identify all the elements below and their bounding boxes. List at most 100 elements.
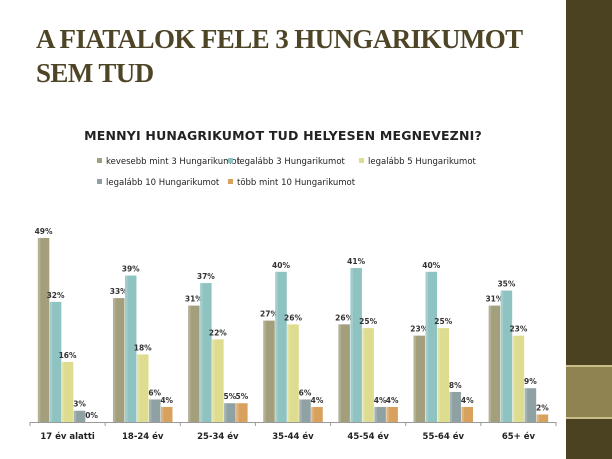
bar bbox=[374, 406, 386, 422]
category-label: 17 év alatti bbox=[40, 431, 95, 442]
bar-highlight bbox=[299, 399, 302, 422]
category-label: 55-64 év bbox=[423, 431, 465, 442]
data-label: 31% bbox=[185, 295, 203, 304]
bar-highlight bbox=[148, 399, 152, 422]
bar-highlight bbox=[362, 328, 365, 422]
category-label: 45-54 év bbox=[347, 431, 389, 442]
data-label: 25% bbox=[359, 317, 377, 326]
data-label: 5% bbox=[223, 392, 236, 401]
bar bbox=[148, 399, 161, 422]
bar bbox=[512, 335, 525, 422]
bar-highlight bbox=[136, 354, 140, 422]
data-label: 49% bbox=[35, 227, 53, 236]
data-label: 3% bbox=[73, 400, 86, 409]
data-label: 4% bbox=[461, 396, 474, 405]
bar-highlight bbox=[287, 324, 290, 422]
legend-label: kevesebb mint 3 Hungarikumot bbox=[106, 157, 240, 167]
data-label: 22% bbox=[209, 328, 227, 337]
data-label: 40% bbox=[422, 261, 440, 270]
chart-title: MENNYI HUNAGRIKUMOT TUD HELYESEN MEGNEVE… bbox=[84, 128, 482, 143]
bar-highlight bbox=[512, 335, 516, 422]
bar bbox=[386, 406, 398, 422]
data-label: 18% bbox=[134, 343, 152, 352]
bar-highlight bbox=[160, 406, 164, 422]
bar bbox=[73, 410, 86, 422]
category-label: 65+ év bbox=[502, 431, 536, 442]
legend-item-legalabb-10: legalább 10 Hungarikumot bbox=[97, 178, 219, 188]
legend-label: legalább 5 Hungarikumot bbox=[368, 157, 476, 167]
bar bbox=[413, 335, 426, 422]
data-label: 41% bbox=[347, 257, 365, 266]
data-label: 31% bbox=[485, 295, 503, 304]
bar-highlight bbox=[212, 339, 215, 422]
data-label: 26% bbox=[284, 313, 302, 322]
bar-highlight bbox=[350, 268, 353, 422]
data-label: 39% bbox=[122, 265, 140, 274]
data-label: 32% bbox=[47, 291, 65, 300]
bar bbox=[224, 403, 236, 422]
bar bbox=[188, 305, 200, 422]
legend-item-tobb-mint-10: több mint 10 Hungarikumot bbox=[228, 178, 355, 188]
data-label: 40% bbox=[272, 261, 290, 270]
bar-highlight bbox=[236, 403, 239, 422]
data-label: 4% bbox=[386, 396, 399, 405]
category-label: 35-44 év bbox=[272, 431, 314, 442]
data-label: 4% bbox=[311, 396, 324, 405]
data-label: 33% bbox=[110, 287, 128, 296]
bar bbox=[112, 298, 125, 422]
data-label: 2% bbox=[536, 403, 549, 412]
category-label: 18-24 év bbox=[122, 431, 164, 442]
bar-highlight bbox=[500, 290, 504, 422]
bar-chart: 49%32%16%3%0%17 év alatti33%39%18%6%4%18… bbox=[29, 227, 557, 442]
bar bbox=[275, 271, 287, 422]
bar bbox=[488, 305, 501, 422]
side-decoration-accent bbox=[566, 367, 612, 417]
bar-highlight bbox=[386, 406, 389, 422]
bar-highlight bbox=[311, 406, 314, 422]
bar-highlight bbox=[112, 298, 116, 422]
data-label: 6% bbox=[299, 388, 312, 397]
legend-label: legalább 10 Hungarikumot bbox=[106, 178, 220, 188]
legend-swatch bbox=[97, 158, 102, 163]
bar bbox=[287, 324, 299, 422]
data-label: 0% bbox=[85, 411, 98, 420]
bar-highlight bbox=[437, 328, 441, 422]
bar bbox=[338, 324, 350, 422]
bar-highlight bbox=[188, 305, 191, 422]
bar-highlight bbox=[124, 275, 128, 422]
side-decoration-rule-top bbox=[566, 365, 612, 367]
legend-swatch bbox=[359, 158, 364, 163]
data-label: 5% bbox=[235, 392, 248, 401]
bar-highlight bbox=[61, 361, 65, 422]
category-label: 25-34 év bbox=[197, 431, 239, 442]
data-label: 23% bbox=[509, 325, 527, 334]
bar bbox=[263, 320, 275, 422]
legend-item-legalabb-3: legalább 3 Hungarikumot bbox=[228, 157, 345, 167]
data-label: 35% bbox=[497, 280, 515, 289]
bar bbox=[49, 301, 62, 422]
data-label: 4% bbox=[374, 396, 387, 405]
bar-highlight bbox=[374, 406, 377, 422]
bar bbox=[500, 290, 513, 422]
side-decoration-rule-bottom bbox=[566, 417, 612, 419]
bar-highlight bbox=[275, 271, 278, 422]
data-label: 37% bbox=[197, 272, 215, 281]
bar-highlight bbox=[37, 238, 41, 422]
data-label: 23% bbox=[410, 325, 428, 334]
bar bbox=[212, 339, 224, 422]
bar-highlight bbox=[200, 283, 203, 422]
bar bbox=[350, 268, 362, 422]
bar bbox=[524, 388, 537, 422]
bar-highlight bbox=[263, 320, 266, 422]
legend-swatch bbox=[228, 158, 233, 163]
data-label: 26% bbox=[335, 313, 353, 322]
legend-label: több mint 10 Hungarikumot bbox=[237, 178, 356, 188]
bar bbox=[200, 283, 212, 422]
bar-highlight bbox=[224, 403, 227, 422]
bar bbox=[425, 271, 438, 422]
bar-highlight bbox=[49, 301, 53, 422]
bar bbox=[124, 275, 137, 422]
legend-label: legalább 3 Hungarikumot bbox=[237, 157, 345, 167]
bar bbox=[160, 406, 173, 422]
legend-item-legalabb-5: legalább 5 Hungarikumot bbox=[359, 157, 476, 167]
